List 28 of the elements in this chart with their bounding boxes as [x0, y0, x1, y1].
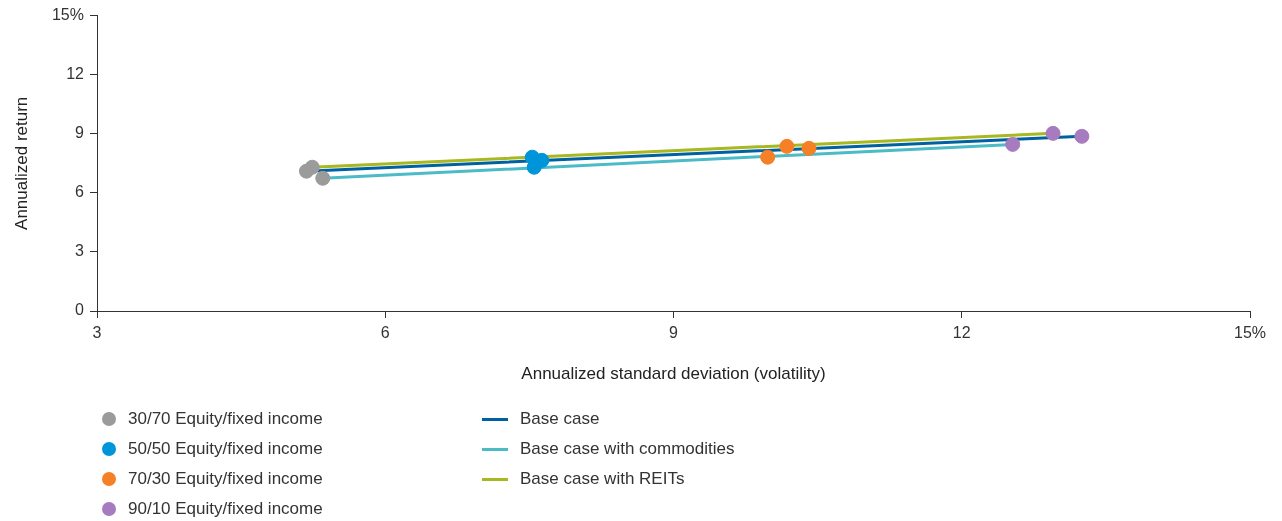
y-tick-label: 3 — [75, 242, 85, 260]
y-tick-label: 6 — [75, 183, 85, 201]
x-tick-label: 9 — [669, 324, 679, 342]
point — [779, 138, 795, 154]
y-axis-title: Annualized return — [11, 96, 31, 230]
legend-label: Base case — [520, 409, 600, 429]
legend-label: 30/70 Equity/fixed income — [128, 409, 323, 429]
point — [1074, 128, 1090, 144]
y-tick-label: 15% — [51, 6, 84, 24]
point — [315, 170, 331, 186]
y-tick-label: 0 — [75, 301, 85, 319]
x-axis-title: Annualized standard deviation (volatility) — [521, 364, 826, 384]
point — [760, 149, 776, 165]
point — [304, 159, 320, 175]
x-tick-label: 15% — [1233, 324, 1267, 342]
x-tick-label: 3 — [92, 324, 102, 342]
legend-label: Base case with commodities — [520, 439, 735, 459]
y-tick-label: 12 — [66, 65, 85, 83]
x-tick-label: 6 — [380, 324, 390, 342]
point — [1005, 136, 1021, 152]
legend-label: Base case with REITs — [520, 469, 685, 489]
legend-label: 70/30 Equity/fixed income — [128, 469, 323, 489]
legend-label: 50/50 Equity/fixed income — [128, 439, 323, 459]
point — [801, 140, 817, 156]
x-tick-label: 12 — [952, 324, 971, 342]
legend-label: 90/10 Equity/fixed income — [128, 499, 323, 519]
point — [1045, 125, 1061, 141]
y-tick-label: 9 — [75, 124, 85, 142]
